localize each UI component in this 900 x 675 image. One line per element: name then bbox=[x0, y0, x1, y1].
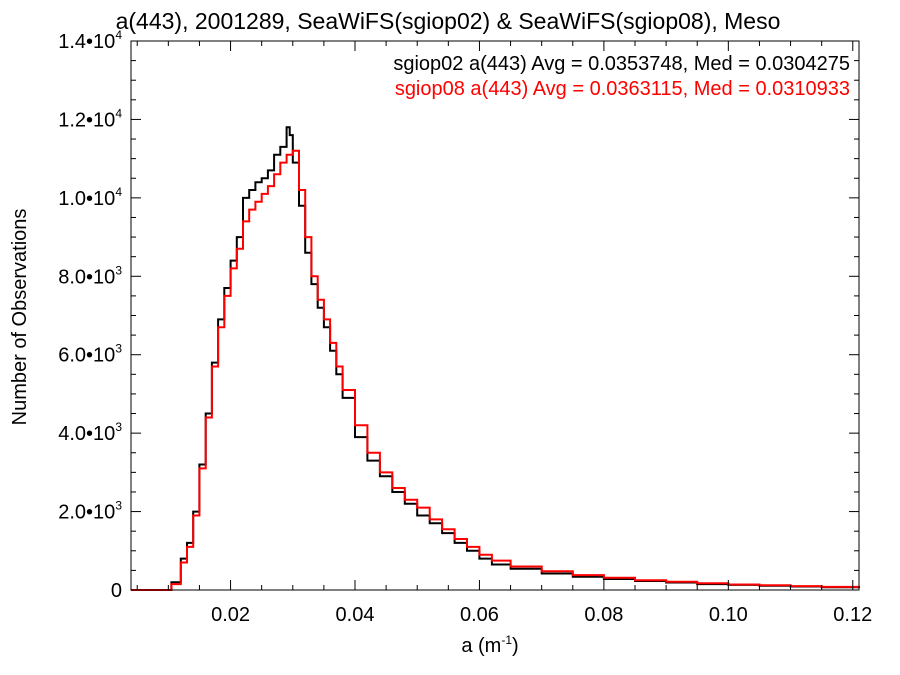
y-tick-label-main: 8.0•10 bbox=[58, 266, 115, 288]
x-tick-label: 0.02 bbox=[211, 604, 250, 626]
legend-entry-sgiop02: sgiop02 a(443) Avg = 0.0353748, Med = 0.… bbox=[393, 53, 850, 75]
axes-layer: 0.02 0.04 0.06 0.08 0.10 0.1202.0•1034.0•1036… bbox=[58, 28, 872, 626]
y-tick-label: 4.0•103 bbox=[58, 420, 122, 445]
y-tick-label-exponent: 3 bbox=[115, 342, 122, 356]
y-tick-label: 8.0•103 bbox=[58, 263, 122, 288]
legend: sgiop02 a(443) Avg = 0.0353748, Med = 0.… bbox=[393, 53, 850, 100]
y-tick-label-main: 1.0•10 bbox=[58, 188, 115, 210]
x-axis-label-exponent: -1 bbox=[501, 633, 512, 647]
y-tick-label: 1.0•104 bbox=[58, 185, 122, 210]
x-tick-label: 0.04 bbox=[336, 604, 375, 626]
chart-title: a(443), 2001289, SeaWiFS(sgiop02) & SeaW… bbox=[116, 8, 781, 34]
y-tick-label-main: 1.2•10 bbox=[58, 109, 115, 131]
series-line-sgiop02 bbox=[131, 126, 860, 591]
y-tick-label-main: 6.0•10 bbox=[58, 345, 115, 367]
x-tick-label: 0.10 bbox=[709, 604, 748, 626]
x-tick-label: 0.08 bbox=[584, 604, 623, 626]
y-tick-label-main: 4.0•10 bbox=[58, 423, 115, 445]
y-tick-label-exponent: 4 bbox=[115, 106, 122, 120]
x-tick-label: 0.12 bbox=[833, 604, 872, 626]
y-tick-label-exponent: 4 bbox=[115, 28, 122, 42]
y-tick-label: 0 bbox=[111, 580, 122, 602]
y-tick-label: 1.4•104 bbox=[58, 28, 122, 53]
series-layer bbox=[131, 126, 860, 591]
x-tick-label: 0.06 bbox=[460, 604, 499, 626]
y-tick-label-exponent: 3 bbox=[115, 420, 122, 434]
y-tick-label-exponent: 3 bbox=[115, 499, 122, 513]
series-line-sgiop08 bbox=[131, 149, 860, 591]
y-tick-label: 1.2•104 bbox=[58, 106, 122, 131]
y-tick-label-main: 2.0•10 bbox=[58, 502, 115, 524]
y-tick-label-main: 1.4•10 bbox=[58, 31, 115, 53]
y-tick-label: 2.0•103 bbox=[58, 499, 122, 524]
legend-entry-sgiop08: sgiop08 a(443) Avg = 0.0363115, Med = 0.… bbox=[395, 78, 850, 100]
x-axis-label-close: ) bbox=[512, 635, 519, 657]
y-tick-label-exponent: 3 bbox=[115, 263, 122, 277]
y-axis-label-group: Number of Observations bbox=[9, 209, 31, 426]
x-axis-label-main: a (m bbox=[461, 635, 501, 657]
y-tick-label-main: 0 bbox=[111, 580, 122, 602]
y-tick-label: 6.0•103 bbox=[58, 342, 122, 367]
y-tick-label-exponent: 4 bbox=[115, 185, 122, 199]
plot-frame bbox=[130, 40, 860, 591]
y-axis-label: Number of Observations bbox=[9, 209, 31, 426]
x-axis-label: a (m-1) bbox=[461, 633, 518, 657]
